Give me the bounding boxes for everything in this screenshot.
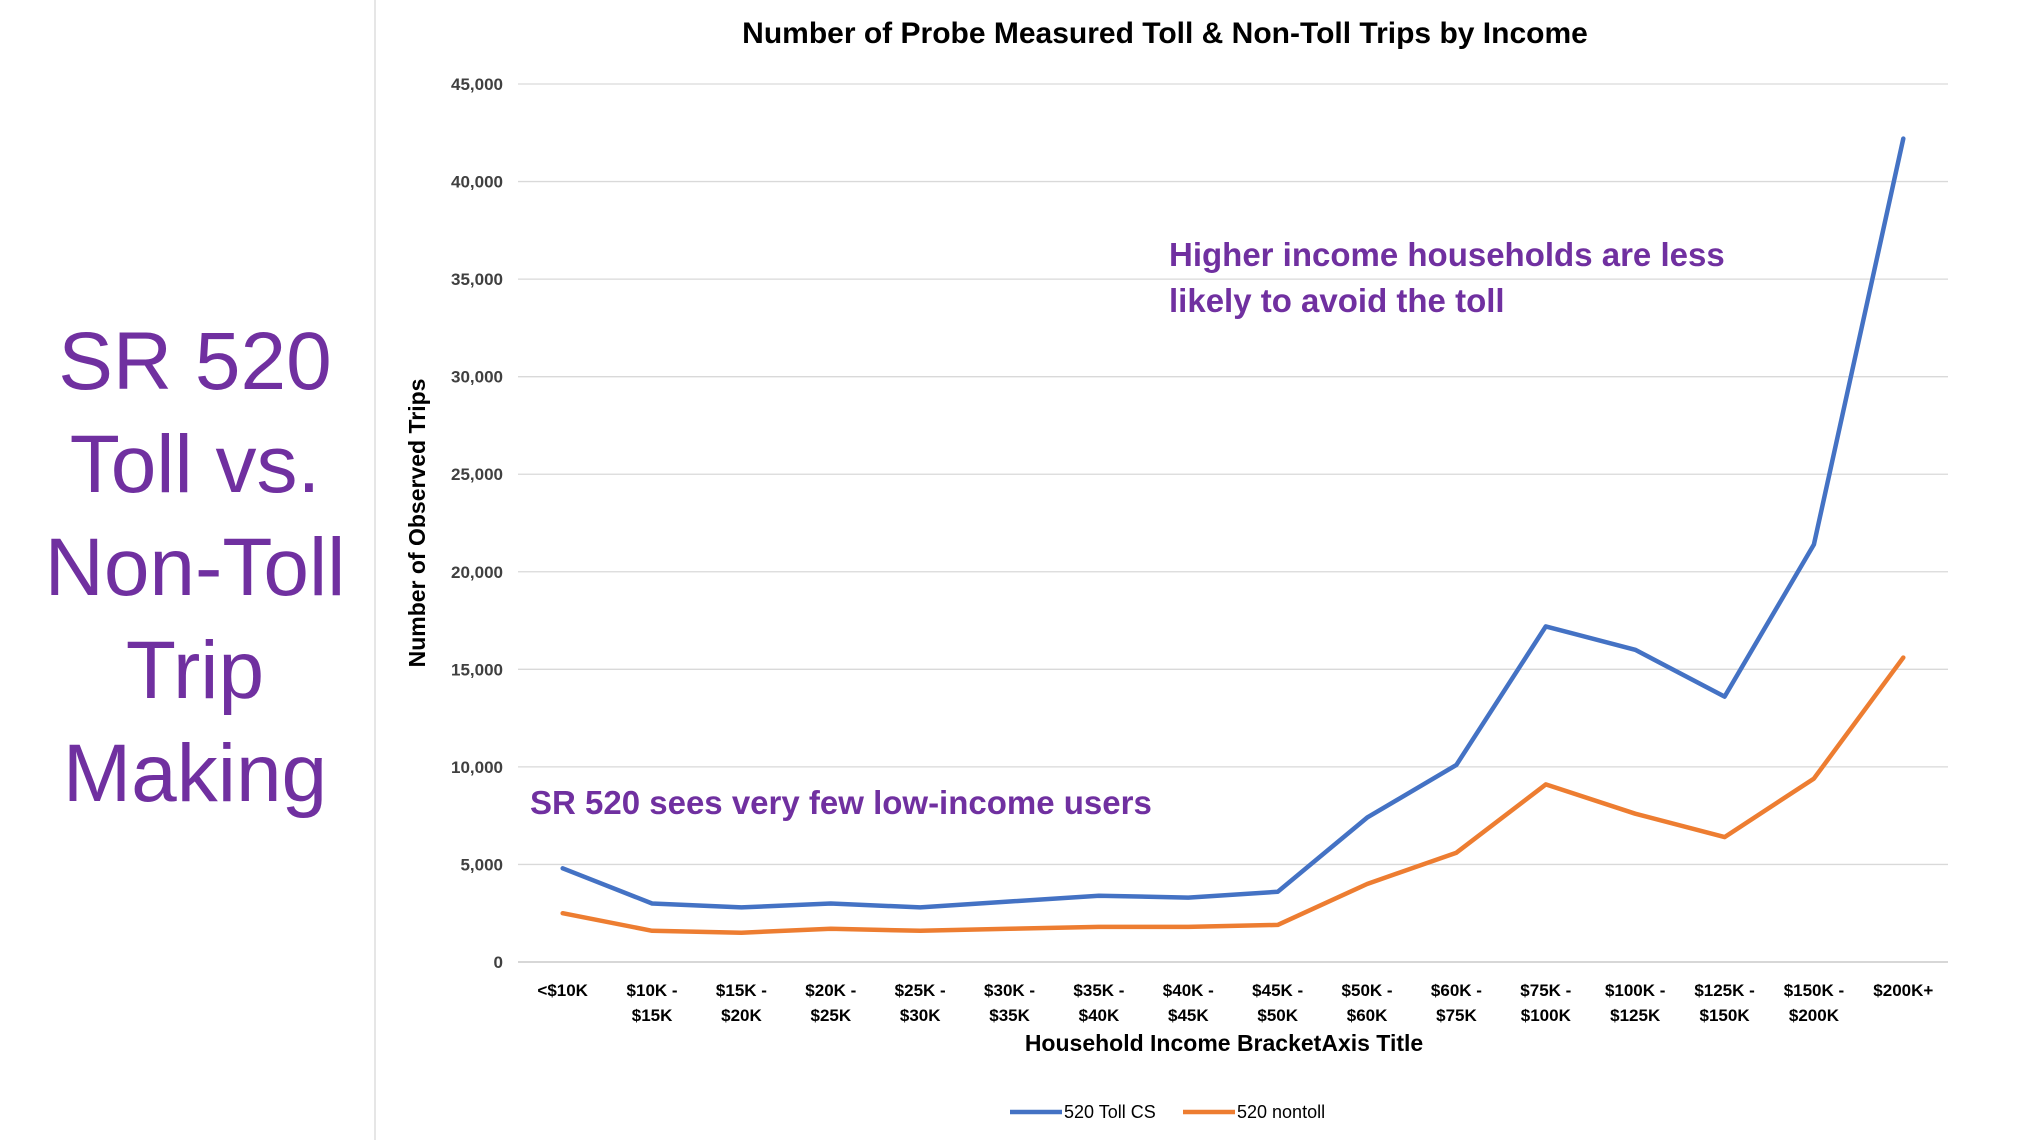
y-axis-ticks: 0 5,000 10,000 15,000 20,000 25,000 30,000 35,0… — [451, 75, 503, 972]
x-tick-label: <$10K — [537, 981, 588, 1000]
slide-title-line: Toll vs. — [69, 419, 321, 510]
x-tick-label: $60K - — [1431, 981, 1482, 1000]
series-line-toll — [560, 136, 1906, 910]
x-tick-label: $150K — [1700, 1006, 1751, 1025]
x-tick-label: $15K - — [716, 981, 767, 1000]
x-tick-label: $100K — [1521, 1006, 1572, 1025]
x-tick-label: $15K — [632, 1006, 673, 1025]
x-tick-label: $60K — [1347, 1006, 1388, 1025]
legend: 520 Toll CS 520 nontoll — [1010, 1102, 1325, 1122]
y-tick-label: 30,000 — [451, 368, 503, 387]
y-tick-label: 0 — [494, 953, 503, 972]
x-tick-label: $30K — [900, 1006, 941, 1025]
y-tick-label: 5,000 — [460, 855, 503, 874]
slide-title-line: Making — [62, 728, 328, 819]
x-tick-label: $200K+ — [1873, 981, 1933, 1000]
y-tick-label: 35,000 — [451, 270, 503, 289]
x-tick-label: $45K — [1168, 1006, 1209, 1025]
annotation-text: Higher income households are less — [1169, 236, 1725, 273]
x-tick-label: $75K - — [1520, 981, 1571, 1000]
x-tick-label: $25K — [810, 1006, 851, 1025]
x-tick-label: $50K — [1257, 1006, 1298, 1025]
x-tick-label: $20K - — [805, 981, 856, 1000]
x-tick-label: $10K - — [627, 981, 678, 1000]
y-axis-label: Number of Observed Trips — [404, 379, 430, 668]
annotation-text: likely to avoid the toll — [1169, 282, 1505, 319]
x-tick-label: $150K - — [1784, 981, 1844, 1000]
x-tick-label: $35K — [989, 1006, 1030, 1025]
slide-title-line: Trip — [125, 625, 265, 716]
x-axis-label: Household Income BracketAxis Title — [1025, 1030, 1423, 1056]
y-tick-label: 45,000 — [451, 75, 503, 94]
annotation-text: SR 520 sees very few low-income users — [530, 784, 1152, 821]
x-tick-label: $40K - — [1163, 981, 1214, 1000]
legend-label: 520 nontoll — [1237, 1102, 1325, 1122]
series-lines — [560, 136, 1906, 935]
annotations: Higher income households are less likely … — [530, 236, 1725, 821]
x-tick-label: $20K — [721, 1006, 762, 1025]
slide-title-line: SR 520 — [58, 316, 332, 407]
divider — [374, 0, 376, 1140]
slide-title: SR 520 Toll vs. Non-Toll Trip Making — [0, 310, 390, 825]
legend-label: 520 Toll CS — [1064, 1102, 1156, 1122]
y-tick-label: 25,000 — [451, 465, 503, 484]
x-tick-label: $30K - — [984, 981, 1035, 1000]
x-tick-label: $50K - — [1342, 981, 1393, 1000]
series-line-nontoll — [560, 655, 1906, 935]
x-axis-ticks: <$10K $10K - $15K $15K - $20K $20K - $25K $25K … — [537, 981, 1933, 1025]
x-tick-label: $200K — [1789, 1006, 1840, 1025]
x-tick-label: $35K - — [1073, 981, 1124, 1000]
y-tick-label: 15,000 — [451, 660, 503, 679]
y-tick-label: 10,000 — [451, 758, 503, 777]
x-tick-label: $25K - — [895, 981, 946, 1000]
x-tick-label: $40K — [1079, 1006, 1120, 1025]
x-tick-label: $75K — [1436, 1006, 1477, 1025]
chart-title: Number of Probe Measured Toll & Non-Toll… — [742, 17, 1588, 50]
slide-title-line: Non-Toll — [44, 522, 346, 613]
x-tick-label: $125K - — [1694, 981, 1754, 1000]
gridlines — [518, 83, 1948, 963]
x-tick-label: $100K - — [1605, 981, 1665, 1000]
x-tick-label: $125K — [1610, 1006, 1661, 1025]
y-tick-label: 40,000 — [451, 173, 503, 192]
x-tick-label: $45K - — [1252, 981, 1303, 1000]
y-tick-label: 20,000 — [451, 563, 503, 582]
